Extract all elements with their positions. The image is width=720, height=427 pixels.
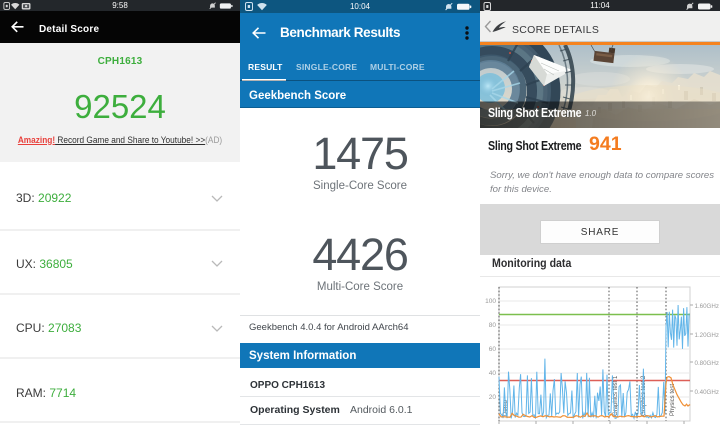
svg-text:1.20GHz: 1.20GHz xyxy=(695,332,719,339)
svg-text:Physics test: Physics test xyxy=(670,384,676,416)
svg-text:80: 80 xyxy=(489,322,497,329)
svg-text:1.60GHz: 1.60GHz xyxy=(695,303,719,310)
svg-text:60: 60 xyxy=(489,346,497,353)
svg-text:Graphics test 1: Graphics test 1 xyxy=(613,375,619,416)
svg-text:0.40GHz: 0.40GHz xyxy=(695,389,719,396)
svg-text:0.80GHz: 0.80GHz xyxy=(695,360,719,367)
svg-text:40: 40 xyxy=(489,370,497,377)
svg-text:20: 20 xyxy=(489,394,497,401)
svg-text:100: 100 xyxy=(485,298,496,305)
